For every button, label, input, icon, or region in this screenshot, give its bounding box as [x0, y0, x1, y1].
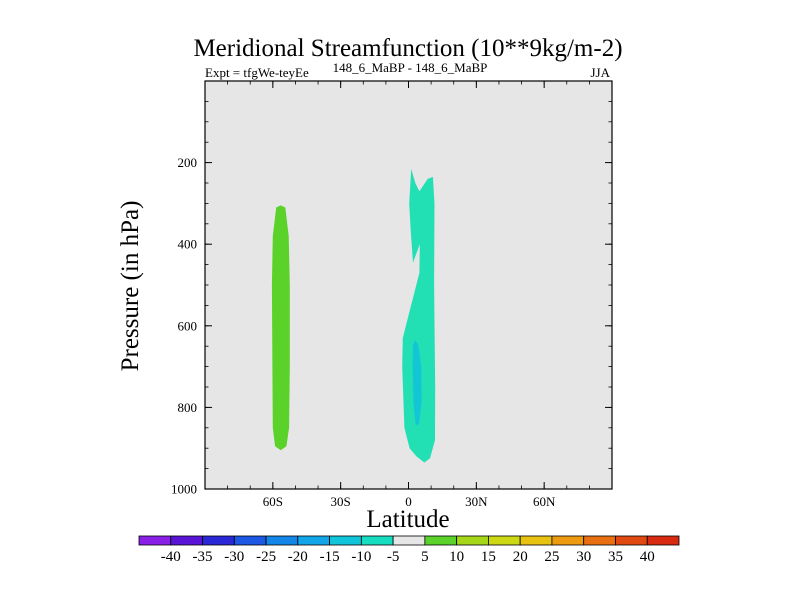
y-tick-label: 600	[178, 318, 198, 333]
colorbar-level-label: -35	[193, 549, 213, 565]
colorbar-level-label: 30	[576, 549, 591, 565]
y-tick-label: 1000	[171, 482, 197, 497]
y-axis-title: Pressure (in hPa)	[117, 201, 144, 372]
colorbar	[138, 535, 680, 546]
x-tick-labels: 60S 30S 0 30N 60N	[263, 494, 556, 509]
colorbar-level-label: 10	[449, 549, 464, 565]
colorbar-level-label: -30	[224, 549, 244, 565]
colorbar-swatch	[360, 535, 394, 546]
colorbar-level-label: -5	[387, 549, 400, 565]
experiment-label: Expt = tfgWe-teyEe	[205, 65, 309, 80]
colorbar-swatch	[202, 535, 235, 546]
colorbar-swatch	[519, 535, 553, 546]
comparison-label: 148_6_MaBP - 148_6_MaBP	[333, 60, 488, 75]
colorbar-level-label: 20	[513, 549, 528, 565]
colorbar-level-label: -25	[256, 549, 276, 565]
colorbar-level-label: 35	[608, 549, 623, 565]
contour-region-negative-cell-tropical	[402, 168, 436, 463]
colorbar-labels: -40 -35 -30 -25 -20 -15 -10 -5 5 10 15 20 25 30 35 40	[161, 549, 655, 565]
colorbar-level-label: 25	[544, 549, 559, 565]
x-tick-label: 30N	[465, 494, 488, 509]
x-axis-title: Latitude	[366, 506, 449, 533]
contour-region-positive-cell-southern	[271, 205, 290, 451]
colorbar-level-label: -10	[351, 549, 371, 565]
x-tick-label: 30S	[331, 494, 351, 509]
colorbar-swatch	[488, 535, 521, 546]
colorbar-swatch	[646, 535, 680, 546]
x-tick-label: 60N	[533, 494, 556, 509]
chart-title: Meridional Streamfunction (10**9kg/m-2)	[193, 35, 622, 62]
colorbar-swatch	[615, 535, 648, 546]
season-label: JJA	[590, 65, 610, 80]
y-tick-label: 400	[178, 237, 198, 252]
y-tick-label: 800	[178, 400, 198, 415]
contour-region-negative-core-tropical	[412, 340, 422, 426]
colorbar-swatch	[456, 535, 489, 546]
colorbar-level-label: -40	[161, 549, 181, 565]
colorbar-level-label: -20	[288, 549, 308, 565]
colorbar-swatch	[170, 535, 203, 546]
colorbar-swatch	[424, 535, 458, 546]
colorbar-swatch	[233, 535, 267, 546]
colorbar-level-label: -15	[320, 549, 340, 565]
filled-contours	[271, 168, 436, 463]
colorbar-level-label: 40	[640, 549, 655, 565]
y-tick-label: 200	[178, 155, 198, 170]
x-tick-label: 0	[405, 494, 412, 509]
plot-frame	[204, 80, 613, 490]
colorbar-swatch	[265, 535, 299, 546]
colorbar-swatch	[297, 535, 330, 546]
colorbar-swatch	[329, 535, 362, 546]
x-tick-label: 60S	[263, 494, 283, 509]
colorbar-swatch	[138, 535, 172, 546]
colorbar-level-label: 15	[481, 549, 496, 565]
colorbar-swatch	[392, 535, 426, 546]
colorbar-swatch	[583, 535, 616, 546]
major-ticks	[205, 81, 612, 490]
colorbar-swatch	[551, 535, 585, 546]
y-tick-labels: 200 400 600 800 1000	[171, 155, 197, 496]
colorbar-level-label: 5	[421, 549, 429, 565]
